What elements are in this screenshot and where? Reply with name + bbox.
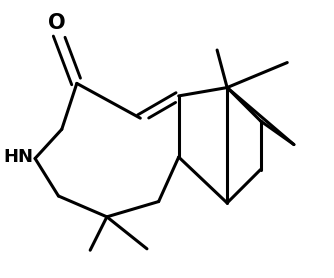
Text: O: O	[48, 13, 65, 33]
Text: HN: HN	[3, 148, 33, 166]
